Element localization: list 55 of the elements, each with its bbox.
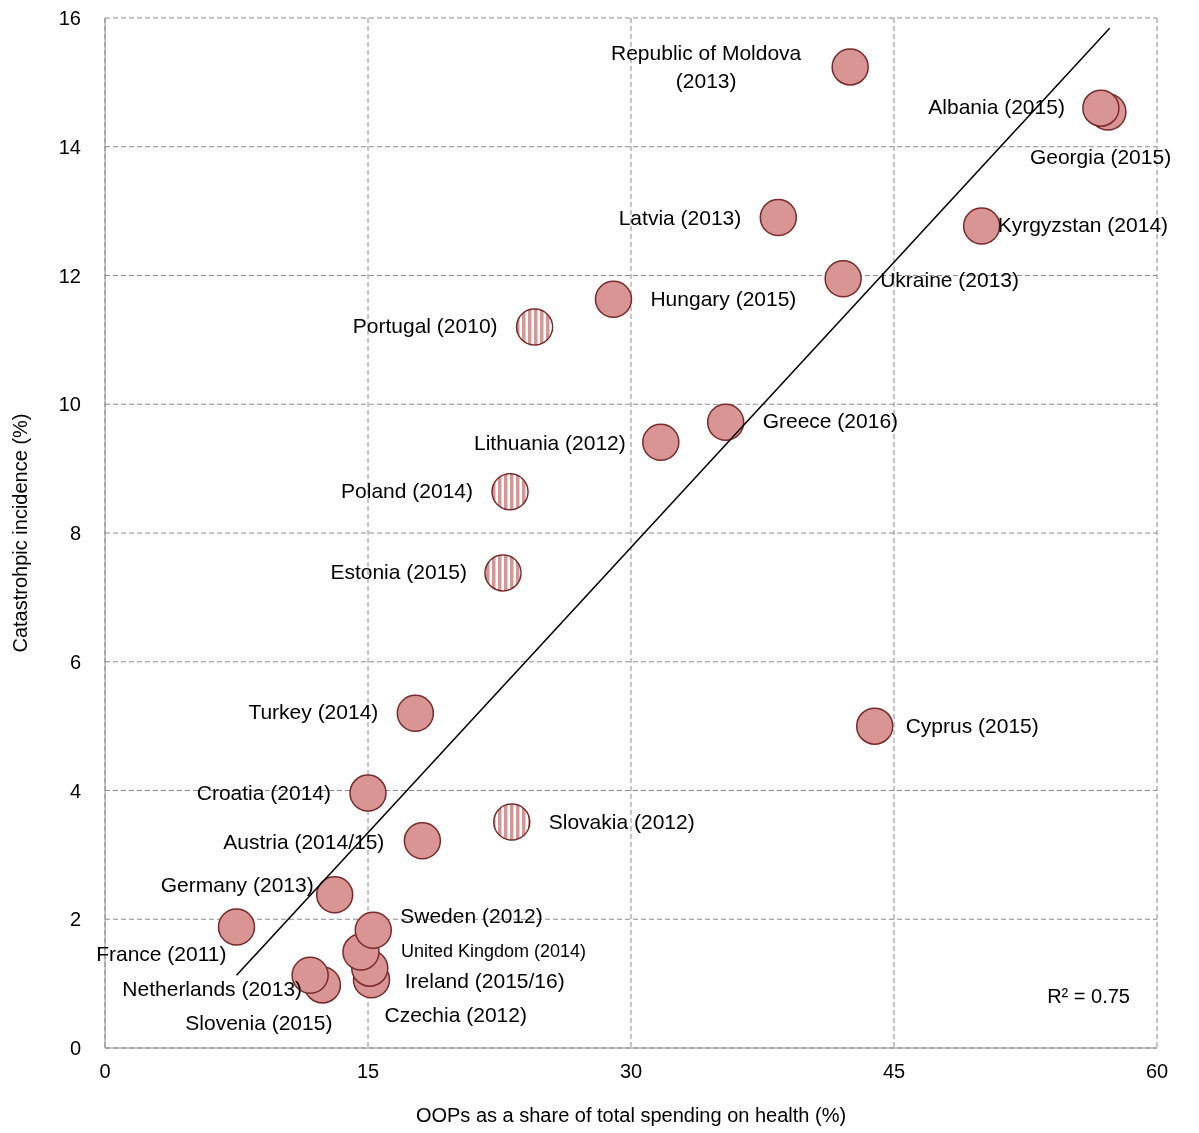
point xyxy=(217,908,256,946)
point xyxy=(396,694,435,732)
annotation: Portugal (2010) xyxy=(352,313,498,337)
y-axis-title: Catastrohpic incidence (%) xyxy=(9,413,32,653)
x-tick-label: 45 xyxy=(882,1060,906,1083)
x-tick-label: 60 xyxy=(1145,1060,1169,1083)
point xyxy=(354,911,393,949)
annotation: Slovenia (2015) xyxy=(185,1010,333,1034)
annotation: Cyprus (2015) xyxy=(905,713,1039,737)
point xyxy=(962,207,1001,245)
y-tick-label: 2 xyxy=(69,908,81,931)
annotation: Republic of Moldova (2013) xyxy=(611,40,802,92)
point xyxy=(403,821,442,860)
annotation: Estonia (2015) xyxy=(330,559,468,583)
annotation: Greece (2016) xyxy=(762,408,899,432)
annotation: Poland (2014) xyxy=(341,478,474,502)
annotation: Germany (2013) xyxy=(160,872,314,896)
annotation: Turkey (2014) xyxy=(248,699,379,723)
point xyxy=(824,259,862,298)
point xyxy=(349,774,387,812)
point xyxy=(759,198,798,237)
annotation: Kyrgyzstan (2014) xyxy=(997,212,1169,236)
point xyxy=(855,707,894,745)
x-axis-title: OOPs as a share of total spending on health (%) xyxy=(415,1104,847,1127)
x-tick-label: 0 xyxy=(99,1060,111,1083)
annotation: Ukraine (2013) xyxy=(880,267,1020,291)
y-tick-label: 10 xyxy=(58,393,81,416)
annotation: Lithuania (2012) xyxy=(474,430,626,454)
point xyxy=(642,423,680,461)
x-tick-label: 15 xyxy=(356,1060,380,1083)
y-tick-label: 6 xyxy=(69,650,81,673)
y-tick-label: 12 xyxy=(58,264,81,287)
annotation: United Kingdom (2014) xyxy=(400,940,587,961)
y-tick-label: 0 xyxy=(69,1037,81,1060)
annotation: Georgia (2015) xyxy=(1029,144,1172,168)
annotation: R² = 0.75 xyxy=(1047,985,1130,1008)
annotation: France (2011) xyxy=(96,941,227,965)
point xyxy=(315,876,354,914)
y-tick-label: 16 xyxy=(58,7,81,30)
annotation: Sweden (2012) xyxy=(400,903,543,927)
annotation: Slovakia (2012) xyxy=(548,809,695,833)
annotation: Netherlands (2013) xyxy=(122,976,303,1000)
annotation: Czechia (2012) xyxy=(384,1002,527,1026)
point xyxy=(831,48,869,86)
y-tick-label: 8 xyxy=(69,522,81,545)
point xyxy=(1082,89,1120,127)
x-tick-label: 30 xyxy=(619,1060,643,1083)
point xyxy=(594,280,633,319)
annotation: Ireland (2015/16) xyxy=(404,968,565,992)
annotation: Croatia (2014) xyxy=(196,780,331,804)
annotation: Hungary (2015) xyxy=(650,286,797,310)
y-tick-label: 4 xyxy=(69,779,81,802)
point xyxy=(706,403,745,442)
annotation: Latvia (2013) xyxy=(618,205,742,229)
y-tick-label: 14 xyxy=(58,135,81,158)
